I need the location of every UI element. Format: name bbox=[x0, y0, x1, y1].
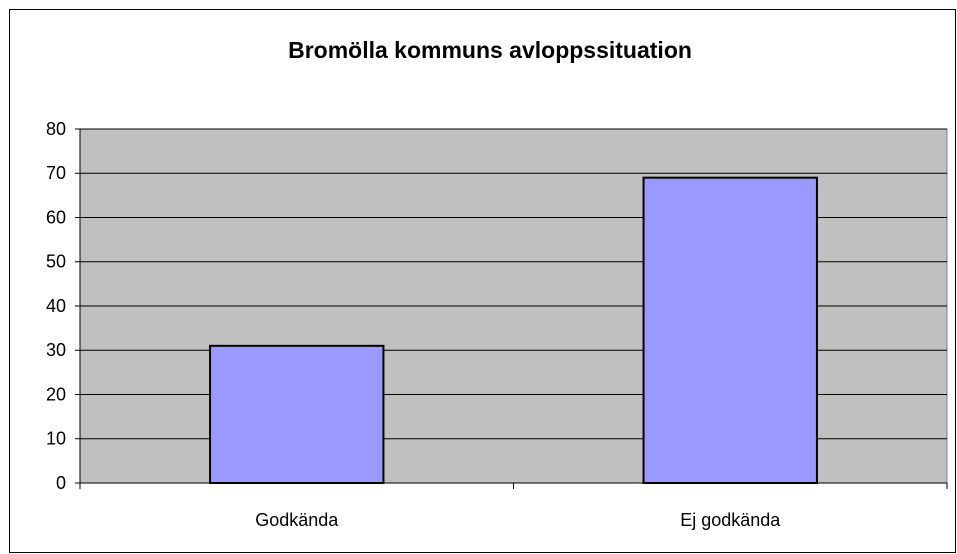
y-tick-label: 70 bbox=[46, 163, 66, 183]
y-tick-label: 60 bbox=[46, 207, 66, 227]
bar bbox=[209, 344, 385, 485]
y-tick-label: 80 bbox=[46, 119, 66, 139]
chart-title: Bromölla kommuns avloppssituation bbox=[288, 37, 692, 63]
x-tick-label: Ej godkända bbox=[680, 510, 781, 530]
y-tick-label: 50 bbox=[46, 252, 66, 272]
y-tick-label: 10 bbox=[46, 429, 66, 449]
y-tick-label: 40 bbox=[46, 296, 66, 316]
y-tick-label: 0 bbox=[56, 473, 66, 493]
bar bbox=[642, 176, 818, 485]
x-tick-label: Godkända bbox=[255, 510, 339, 530]
y-tick-label: 30 bbox=[46, 340, 66, 360]
y-tick-label: 20 bbox=[46, 384, 66, 404]
